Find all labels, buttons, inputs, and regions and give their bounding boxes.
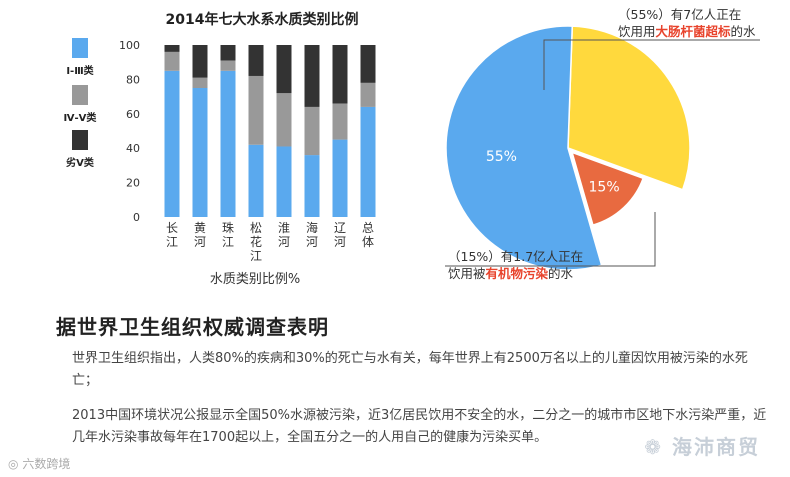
bar-segment-2 [220,60,236,71]
x-tick-char: 松 [250,221,262,235]
y-tick-label: 20 [126,177,140,190]
x-tick-label: 淮河 [278,221,290,249]
x-tick-char: 长 [166,221,178,235]
y-axis: 0 20 40 60 80 100 [119,39,140,224]
bar-segment-3 [164,45,180,52]
annotation-top-line2: 饮用用大肠杆菌超标的水 [618,24,756,39]
bars [164,45,376,217]
bar-segment-3 [360,45,376,83]
pie-slice [445,25,603,271]
x-tick-char: 淮 [278,221,290,235]
annotation-bottom: （15%）有1.7亿人正在 饮用被有机物污染的水 [448,248,583,282]
x-tick-label: 珠江 [222,221,234,249]
legend-swatch [72,38,88,58]
bar-segment-1 [360,106,376,217]
x-tick-char: 海 [306,220,318,235]
legend-label: Ⅳ-Ⅴ类 [64,111,97,124]
x-tick-char: 河 [194,235,206,249]
bar-segment-2 [248,75,264,145]
bar-segment-2 [304,106,320,156]
x-tick-char: 河 [306,235,318,249]
x-tick-char: 河 [278,235,290,249]
bar-segment-1 [276,146,292,217]
x-tick-char: 珠 [222,221,234,235]
bar-segment-3 [304,45,320,107]
bar-segment-3 [192,45,208,78]
legend-label: Ⅰ-Ⅲ类 [66,64,93,77]
bar-segment-2 [192,77,208,88]
x-tick-char: 辽 [334,221,346,235]
bar-segment-3 [332,45,348,104]
x-tick-char: 黄 [194,221,206,235]
y-tick-label: 80 [126,73,140,86]
y-tick-label: 0 [133,211,140,224]
pie-slice-label: 55% [486,149,517,165]
article-heading: 据世界卫生组织权威调查表明 [56,315,329,339]
x-tick-label: 松花江 [250,221,262,263]
x-tick-char: 江 [166,235,178,249]
y-tick-label: 40 [126,142,140,155]
weibo-icon: ◎ [8,457,19,471]
bar-segment-2 [360,82,376,107]
watermark-left: ◎ 六数跨境 [8,457,71,471]
annotation-top: （55%）有7亿人正在 饮用用大肠杆菌超标的水 [618,6,756,40]
bar-segment-1 [248,144,264,217]
bar-segment-2 [332,103,348,140]
watermark-right: ❁ 海沛商贸 [644,435,760,459]
pie-slice-label: 15% [589,180,620,196]
bar-segment-3 [276,45,292,94]
bar-segment-3 [220,45,236,61]
bar-segment-1 [192,88,208,217]
article-paragraph-2: 2013中国环境状况公报显示全国50%水源被污染，近3亿居民饮用不安全的水，二分… [72,408,767,445]
legend-swatch [72,85,88,105]
pie-slice [567,25,691,191]
x-tick-char: 花 [250,234,262,249]
pie-slice [570,151,645,227]
pie-slices [445,25,691,271]
x-tick-label: 辽河 [334,221,346,249]
x-axis-label: 水质类别比例% [210,272,300,287]
x-tick-char: 总 [362,221,374,235]
bar-segment-1 [304,155,320,217]
bar-segment-2 [164,51,180,71]
callout-line-bottom [445,212,656,267]
bar-segment-1 [164,70,180,217]
x-tick-label: 海河 [306,220,318,249]
pie-chart: 15% 55% [445,25,760,271]
wechat-icon: ❁ [644,435,664,459]
article-paragraph-1: 世界卫生组织指出，人类80%的疾病和30%的死亡与水有关，每年世界上有2500万… [72,351,748,388]
y-tick-label: 100 [119,39,140,52]
bar-segment-2 [276,93,292,147]
bar-chart-title: 2014年七大水系水质类别比例 [166,11,359,28]
x-tick-label: 黄河 [194,221,206,249]
annotation-bottom-line2: 饮用被有机物污染的水 [448,266,574,281]
x-tick-char: 江 [222,235,234,249]
x-tick-label: 总体 [362,221,374,249]
x-tick-label: 长江 [166,221,178,249]
x-tick-char: 江 [250,249,262,263]
bar-segment-3 [248,45,264,76]
bar-segment-1 [220,70,236,217]
legend-swatch [72,130,88,150]
x-tick-char: 河 [334,235,346,249]
pie-labels: 15% 55% [486,149,620,196]
legend-label: 劣Ⅴ类 [66,156,94,169]
annotation-top-highlight: 大肠杆菌超标 [655,24,731,39]
bar-segment-1 [332,139,348,217]
annotation-bottom-highlight: 有机物污染 [485,266,549,281]
y-tick-label: 60 [126,108,140,121]
x-tick-char: 体 [362,235,374,249]
callout-line-top [543,39,613,90]
annotation-bottom-line1: （15%）有1.7亿人正在 [448,249,584,264]
annotation-top-line1: （55%）有7亿人正在 [618,7,742,22]
